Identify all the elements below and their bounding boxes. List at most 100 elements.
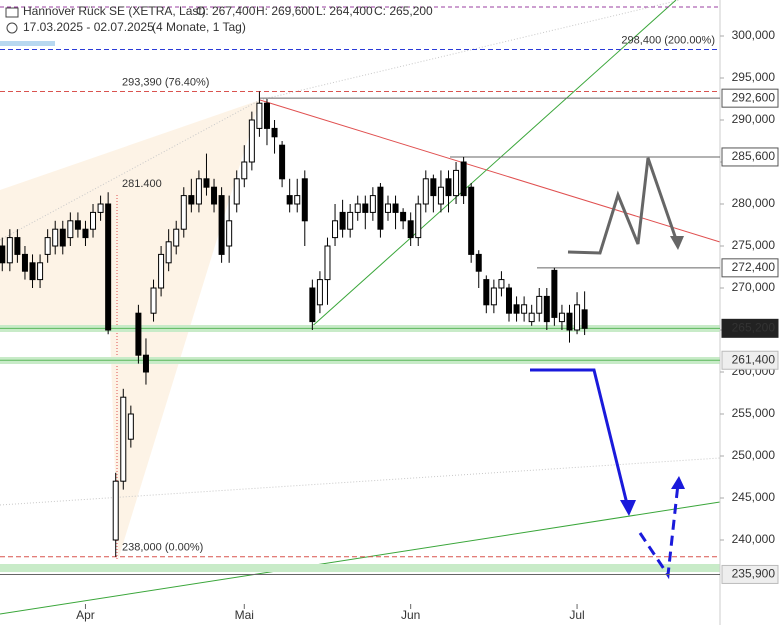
candle-body (21, 253, 28, 272)
level-label: 265,200 (732, 320, 776, 334)
ohlc-label: L: 264,400 (316, 4, 373, 18)
high-label: 281.400 (122, 178, 162, 190)
candle-body (74, 220, 81, 230)
candle-body (566, 312, 573, 331)
candle-body (82, 228, 89, 239)
ohlc-label: H: 269,600 (256, 4, 315, 18)
fib-label: 293,390 (76.40%) (122, 76, 209, 88)
candle-body (135, 312, 142, 356)
candle-body (445, 178, 452, 197)
fan-line (0, 99, 261, 241)
y-tick-label: 245,000 (732, 490, 776, 504)
candle-body (158, 253, 165, 289)
fib-label: 238,000 (0.00%) (122, 542, 203, 554)
candle-body (528, 312, 535, 323)
level-label: 272,400 (732, 260, 776, 274)
range-bar (0, 41, 55, 46)
candle-body (271, 127, 278, 138)
level-box (721, 147, 779, 167)
candle-body (574, 304, 581, 331)
y-tick-label: 295,000 (732, 70, 776, 84)
candle-body (90, 211, 97, 230)
candle-body (392, 203, 399, 213)
candle-body (437, 186, 444, 205)
candle-body (150, 287, 157, 314)
candle-body (490, 287, 497, 306)
candle-body (105, 203, 112, 331)
candle-body (120, 396, 127, 482)
level-label: 261,400 (732, 352, 776, 366)
candle-body (180, 195, 187, 230)
candle-body (415, 203, 422, 239)
candle-body (294, 195, 301, 205)
candle-body (475, 253, 482, 272)
candle-body (67, 220, 74, 239)
clock-icon (6, 22, 18, 34)
candle-body (44, 237, 51, 255)
ohlc-label: C: 265,200 (374, 4, 433, 18)
candle-body (422, 178, 429, 205)
x-tick-label: Mai (235, 608, 254, 622)
candle-body (536, 295, 543, 314)
ohlc-label: O: 267,400 (196, 4, 256, 18)
candle-body (218, 195, 225, 255)
level-box (721, 88, 779, 108)
level-label: 235,900 (732, 567, 776, 581)
candle-body (551, 269, 558, 318)
candle-body (173, 228, 180, 247)
candle-body (52, 228, 59, 247)
candle-body (263, 102, 270, 129)
period: (4 Monate, 1 Tag) (152, 20, 246, 34)
candle-body (505, 287, 512, 314)
level-label: 285,600 (732, 149, 776, 163)
level-box (721, 564, 779, 584)
candle-body (362, 203, 369, 213)
candle-body (0, 245, 6, 264)
candle-body (241, 161, 248, 180)
candle-body (377, 186, 384, 230)
y-tick-label: 275,000 (732, 238, 776, 252)
support-line (0, 501, 721, 615)
candle-body (483, 279, 490, 306)
candle-body (468, 186, 475, 255)
candle-body (301, 178, 308, 222)
candle-body (543, 295, 550, 323)
candle-body (384, 203, 391, 213)
candle-body (332, 220, 339, 239)
candle-body (127, 413, 134, 440)
candle-body (324, 245, 331, 281)
arrow-head (670, 236, 684, 250)
candle-body (279, 144, 286, 180)
candle-body (233, 178, 240, 205)
candle-body (316, 279, 323, 306)
candle-body (226, 220, 233, 247)
scenario-arrow (530, 368, 630, 509)
candle-body (460, 161, 467, 197)
candle-body (203, 178, 210, 188)
candle-body (309, 287, 316, 323)
candle-body (29, 262, 36, 281)
candle-body (37, 262, 44, 281)
subtitle: 17.03.2025 - 02.07.2025 (23, 20, 154, 34)
fib-label: 298,400 (200.00%) (621, 34, 715, 46)
x-tick-label: Jul (569, 608, 584, 622)
candle-body (407, 220, 414, 239)
chart-title: Hannover Rück SE (XETRA, Last) (23, 4, 206, 18)
arrow-head (671, 476, 685, 489)
candle-body (498, 279, 505, 289)
level-box (721, 318, 779, 338)
y-tick-label: 290,000 (732, 112, 776, 126)
candle-body (347, 211, 354, 230)
candle-body (354, 203, 361, 213)
candle-body (400, 211, 407, 222)
candle-body (112, 480, 119, 541)
candle-body (558, 312, 565, 323)
trend-line (0, 457, 721, 506)
candle-body (6, 237, 13, 264)
resistance-line (259, 99, 721, 243)
candle-body (211, 186, 218, 205)
candle-body (195, 178, 202, 205)
level-box (721, 258, 779, 278)
candle-body (369, 195, 376, 213)
